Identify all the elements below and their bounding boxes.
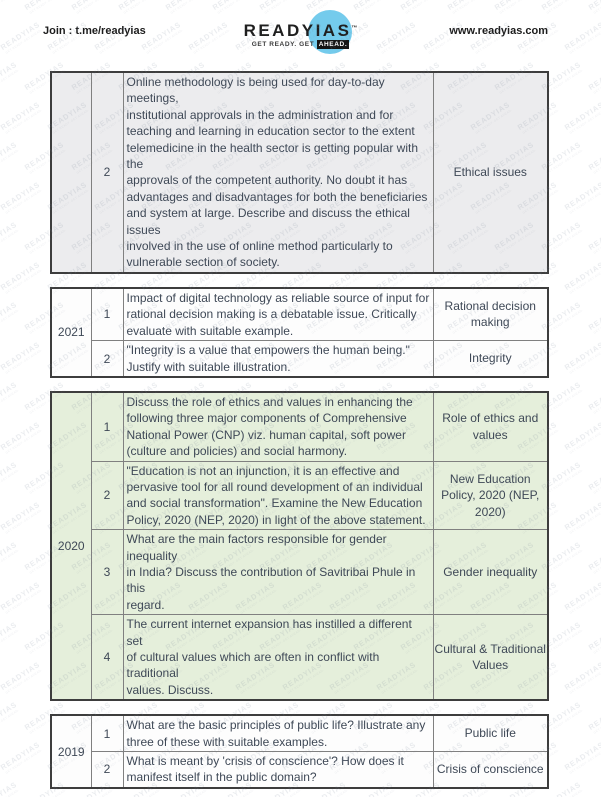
table-row: 2019 1 What are the basic principles of … [50,714,549,789]
tagline-highlight: AHEAD. [316,40,350,49]
page-header: Join : t.me/readyias READYIAS™ GET READY… [0,0,601,71]
table-row: 2 What is meant by 'crisis of conscience… [51,751,549,789]
question-table-2021: 2021 1 Impact of digital technology as r… [50,286,549,378]
readyias-logo: READYIAS™ GET READY. GET AHEAD. [241,8,361,60]
table-row: 2 Online methodology is being used for d… [50,71,549,274]
question-table-2019: 2019 1 What are the basic principles of … [50,714,549,789]
question-number: 1 [90,391,124,462]
topic-cell: Crisis of conscience [432,751,549,789]
question-text: Impact of digital technology as reliable… [122,287,434,342]
year-cell: 2021 [50,287,92,378]
website-text: www.readyias.com [449,25,548,37]
question-text: The current internet expansion has insti… [122,614,434,701]
table-row: 2021 1 Impact of digital technology as r… [50,287,549,378]
logo-brand: READYIAS [243,21,352,40]
question-number: 2 [90,460,124,531]
year-cell: 2020 [50,391,92,701]
question-number: 3 [90,529,124,616]
topic-cell: Integrity [432,340,549,378]
logo-brand-text: READYIAS™ [241,21,361,41]
question-table-2022: 2 Online methodology is being used for d… [50,71,549,274]
topic-cell: Cultural & Traditional Values [432,614,549,701]
question-text: Online methodology is being used for day… [122,71,434,274]
question-number: 4 [90,614,124,701]
question-number: 2 [90,751,124,789]
topic-cell: Role of ethics and values [432,391,549,462]
trademark-symbol: ™ [351,25,358,32]
logo-tagline: GET READY. GET AHEAD. [241,40,361,49]
question-table-2020: 2020 1 Discuss the role of ethics and va… [50,390,549,702]
table-row: 4 The current internet expansion has ins… [51,614,549,701]
question-text: What are the basic principles of public … [122,714,434,753]
question-text: "Education is not an injunction, it is a… [122,460,434,531]
table-row: 3 What are the main factors responsible … [51,529,549,616]
telegram-join-text: Join : t.me/readyias [43,25,146,37]
question-tables-area: 2 Online methodology is being used for d… [50,71,549,797]
question-text: What is meant by 'crisis of conscience'?… [122,751,434,789]
table-row: 2 "Integrity is a value that empowers th… [51,340,549,378]
table-row: 2 "Education is not an injunction, it is… [51,460,549,531]
topic-cell: Rational decision making [432,287,549,342]
table-row: 2020 1 Discuss the role of ethics and va… [50,391,549,701]
topic-cell: Gender inequality [432,529,549,616]
question-number: 2 [90,71,124,274]
question-number: 1 [90,287,124,342]
question-text: Discuss the role of ethics and values in… [122,391,434,462]
topic-cell: Ethical issues [432,71,549,274]
year-cell: 2019 [50,714,92,789]
topic-cell: Public life [432,714,549,753]
question-text: What are the main factors responsible fo… [122,529,434,616]
tagline-prefix: GET READY. GET [251,41,317,48]
question-text: "Integrity is a value that empowers the … [122,340,434,378]
question-number: 1 [90,714,124,753]
year-cell [50,71,92,274]
question-number: 2 [90,340,124,378]
topic-cell: New Education Policy, 2020 (NEP, 2020) [432,460,549,531]
